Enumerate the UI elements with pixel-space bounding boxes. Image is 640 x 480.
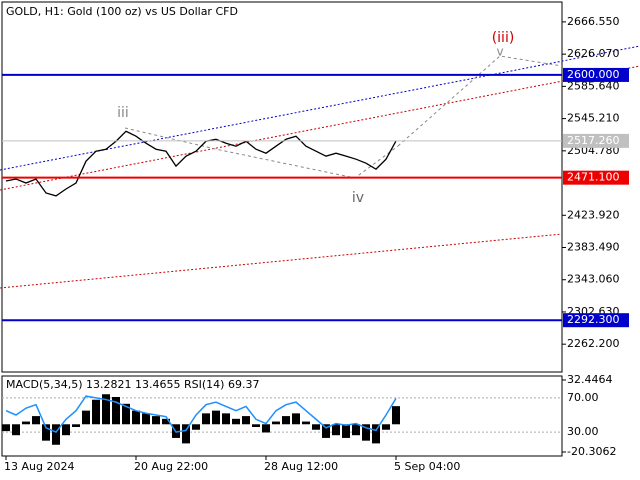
macd-bar <box>302 421 310 425</box>
y-tick-label: 30.00 <box>567 425 599 438</box>
macd-bar <box>92 399 100 425</box>
macd-bar <box>132 410 140 425</box>
y-tick-label: 70.00 <box>567 391 599 404</box>
macd-bar <box>372 424 380 444</box>
macd-bar <box>342 424 350 438</box>
macd-bar <box>62 424 70 436</box>
macd-bar <box>242 416 250 425</box>
chart-title: GOLD, H1: Gold (100 oz) vs US Dollar CFD <box>6 5 238 18</box>
macd-bar <box>42 424 50 441</box>
y-tick-label: 2343.060 <box>567 273 620 286</box>
macd-bar <box>182 424 190 444</box>
macd-bar <box>292 413 300 425</box>
macd-bar <box>252 424 260 428</box>
x-tick-label: 20 Aug 22:00 <box>134 460 208 473</box>
main-frame <box>1 1 563 373</box>
macd-bar <box>22 421 30 425</box>
x-tick-label: 13 Aug 2024 <box>4 460 74 473</box>
level-label: 2471.100 <box>567 171 620 184</box>
macd-bar <box>232 418 240 425</box>
channel-line <box>0 65 640 191</box>
y-tick-label: 2383.490 <box>567 241 620 254</box>
wave-line <box>124 127 399 179</box>
level-label: 2292.300 <box>567 313 620 326</box>
level-box <box>563 67 629 82</box>
macd-bar <box>332 424 340 436</box>
level-label: 2517.260 <box>567 134 620 147</box>
level-box <box>563 170 629 185</box>
macd-bar <box>392 406 400 425</box>
macd-bar <box>162 418 170 425</box>
indicator-frame <box>1 375 563 457</box>
y-tick-label: -20.3062 <box>567 445 616 458</box>
level-box <box>563 133 629 148</box>
annotation: iv <box>352 190 364 206</box>
macd-bar <box>272 421 280 425</box>
y-tick-label: 2626.070 <box>567 47 620 60</box>
macd-bar <box>212 410 220 425</box>
x-tick-label: 5 Sep 04:00 <box>394 460 460 473</box>
macd-bar <box>82 410 90 425</box>
macd-bar <box>122 403 130 425</box>
macd-bar <box>352 424 360 436</box>
annotation: iii <box>117 105 129 121</box>
macd-bar <box>192 424 200 430</box>
y-tick-label: 2262.200 <box>567 337 620 350</box>
level-box <box>563 313 629 328</box>
macd-bar <box>52 424 60 445</box>
channel-line <box>0 233 563 289</box>
macd-bar <box>12 424 20 436</box>
macd-bar <box>202 413 210 425</box>
y-tick-label: 2666.550 <box>567 15 620 28</box>
projection <box>397 55 563 147</box>
macd-bar <box>102 394 110 425</box>
macd-bar <box>262 424 270 433</box>
macd-bar <box>32 416 40 425</box>
macd-bar <box>312 424 320 430</box>
x-tick-label: 28 Aug 12:00 <box>264 460 338 473</box>
macd-bar <box>142 413 150 425</box>
level-label: 2600.000 <box>567 68 620 81</box>
macd-bar <box>112 396 120 425</box>
annotation: v <box>496 45 503 59</box>
macd-bar <box>282 416 290 425</box>
annotation: (iii) <box>492 30 515 46</box>
macd-bar <box>152 416 160 425</box>
macd-bar <box>72 424 80 428</box>
y-tick-label: 2423.920 <box>567 208 620 221</box>
macd-bar <box>2 424 10 432</box>
price-line <box>5 130 397 197</box>
macd-bar <box>382 424 390 430</box>
y-tick-label: 32.4464 <box>567 373 613 386</box>
macd-bar <box>222 413 230 425</box>
macd-bar <box>362 424 370 441</box>
rsi-line <box>5 395 397 434</box>
y-tick-label: 2545.210 <box>567 112 620 125</box>
indicator-title: MACD(5,34,5) 13.2821 13.4655 RSI(14) 69.… <box>6 378 259 391</box>
y-tick-label: 2585.640 <box>567 79 620 92</box>
macd-bar <box>322 424 330 438</box>
